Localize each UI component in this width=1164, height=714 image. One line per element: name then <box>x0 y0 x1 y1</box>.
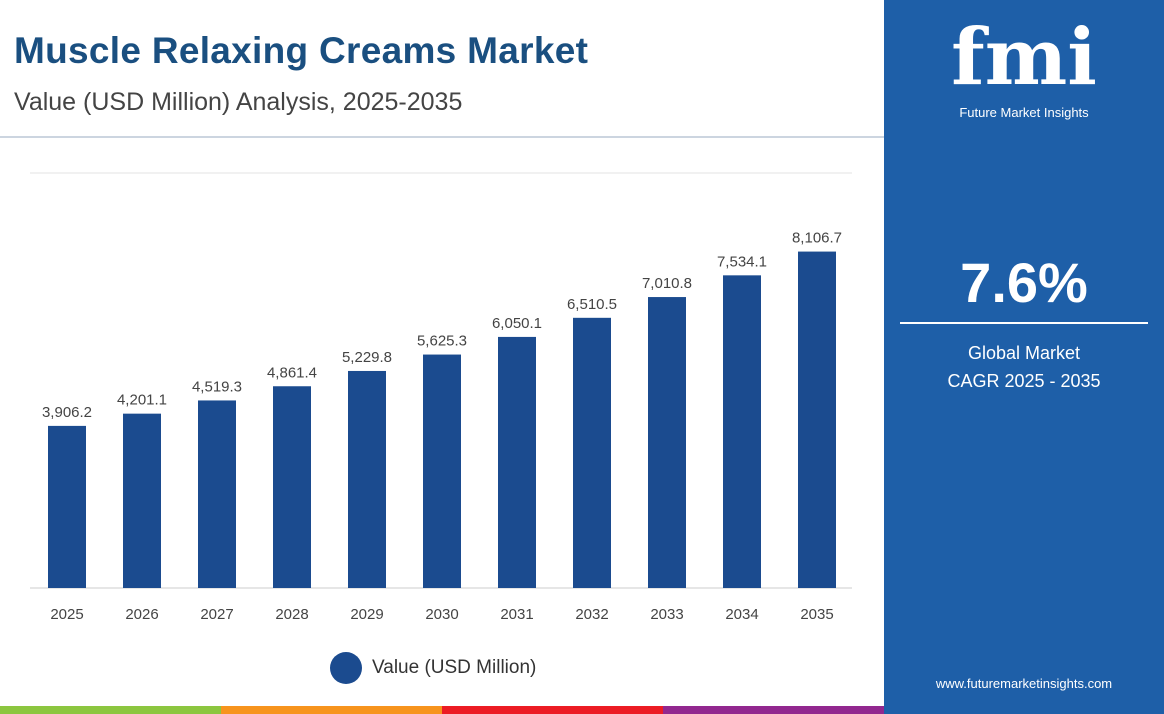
bar <box>423 354 461 588</box>
data-label: 5,625.3 <box>417 333 467 350</box>
legend: Value (USD Million) <box>330 652 536 684</box>
bar <box>498 336 536 588</box>
data-label: 6,510.5 <box>567 296 617 313</box>
cagr-value: 7.6% <box>960 251 1088 314</box>
x-tick-label: 2034 <box>725 606 758 623</box>
bar <box>348 370 386 588</box>
bar <box>648 297 686 588</box>
data-label: 6,050.1 <box>492 315 542 332</box>
data-label: 7,010.8 <box>642 275 692 292</box>
data-label: 5,229.8 <box>342 349 392 366</box>
data-label: 8,106.7 <box>792 230 842 247</box>
x-tick-label: 2032 <box>575 606 608 623</box>
fmi-logo: fmi <box>951 12 1097 103</box>
x-tick-label: 2030 <box>425 606 458 623</box>
x-tick-label: 2031 <box>500 606 533 623</box>
strip-segment <box>221 706 442 714</box>
color-strip <box>0 706 884 714</box>
strip-segment <box>663 706 884 714</box>
sidebar-panel: fmi Future Market Insights 7.6% Global M… <box>884 0 1164 714</box>
strip-segment <box>442 706 663 714</box>
x-tick-label: 2025 <box>50 606 83 623</box>
bar <box>573 317 611 588</box>
cagr-period: CAGR 2025 - 2035 <box>947 371 1101 391</box>
data-label: 4,861.4 <box>267 364 317 381</box>
x-tick-label: 2027 <box>200 606 233 623</box>
x-tick-label: 2033 <box>650 606 683 623</box>
bar <box>123 413 161 588</box>
divider <box>900 322 1148 324</box>
divider <box>0 136 884 138</box>
x-tick-label: 2029 <box>350 606 383 623</box>
bar <box>273 386 311 588</box>
page-title: Muscle Relaxing Creams Market <box>14 30 589 71</box>
bar <box>48 425 86 588</box>
legend-swatch <box>330 652 362 684</box>
bar <box>198 400 236 588</box>
cagr-label: Global Market <box>967 343 1081 363</box>
bar-chart: 3,906.2 2025 4,201.1 2026 4,519.3 2027 4,861.4… <box>30 172 852 623</box>
page-subtitle: Value (USD Million) Analysis, 2025-2035 <box>14 88 463 116</box>
data-label: 7,534.1 <box>717 253 767 270</box>
bar <box>723 275 761 588</box>
website-link[interactable]: www.futuremarketinsights.com <box>935 676 1113 691</box>
data-label: 4,519.3 <box>192 378 242 395</box>
strip-segment <box>0 706 221 714</box>
bar <box>798 251 836 588</box>
data-label: 3,906.2 <box>42 404 92 421</box>
logo-subtitle: Future Market Insights <box>959 105 1089 120</box>
x-tick-label: 2035 <box>800 606 833 623</box>
data-label: 4,201.1 <box>117 392 167 409</box>
x-tick-label: 2026 <box>125 606 158 623</box>
legend-label: Value (USD Million) <box>372 657 537 678</box>
x-tick-label: 2028 <box>275 606 308 623</box>
